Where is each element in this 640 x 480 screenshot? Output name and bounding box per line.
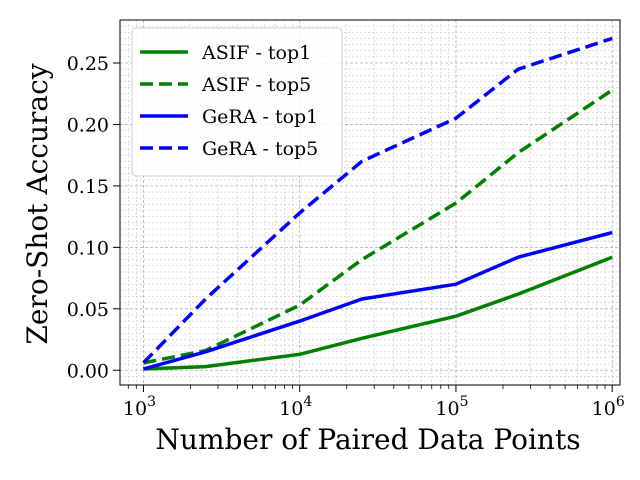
legend: ASIF - top1 ASIF - top5 GeRA - top1 GeRA - …	[131, 27, 343, 177]
x-tick-label: 103	[123, 394, 156, 420]
axis-ticks: 103 104 105 106 0.00 0.05 0.10 0.15 0.20 0.25	[67, 53, 625, 420]
legend-label: GeRA - top5	[202, 138, 318, 160]
y-tick-label: 0.20	[67, 114, 109, 136]
y-axis-title: Zero-Shot Accuracy	[21, 63, 54, 344]
y-tick-label: 0.15	[67, 176, 109, 198]
series-line	[143, 255, 613, 371]
series-line	[142, 36, 613, 365]
legend-label: ASIF - top5	[201, 74, 311, 96]
x-tick-label: 105	[435, 394, 468, 420]
x-axis-title: Number of Paired Data Points	[155, 423, 580, 456]
series-line	[142, 230, 613, 371]
series-group	[142, 36, 614, 371]
y-tick-label: 0.25	[67, 53, 109, 75]
legend-box	[131, 27, 343, 177]
x-tick-label: 104	[279, 394, 312, 420]
y-tick-label: 0.00	[67, 360, 109, 382]
y-tick-label: 0.10	[67, 237, 109, 259]
x-tick-label: 106	[592, 394, 625, 420]
y-tick-label: 0.05	[67, 299, 109, 321]
legend-label: ASIF - top1	[201, 42, 311, 64]
plot-frame	[119, 19, 621, 386]
legend-label: GeRA - top1	[202, 106, 318, 128]
